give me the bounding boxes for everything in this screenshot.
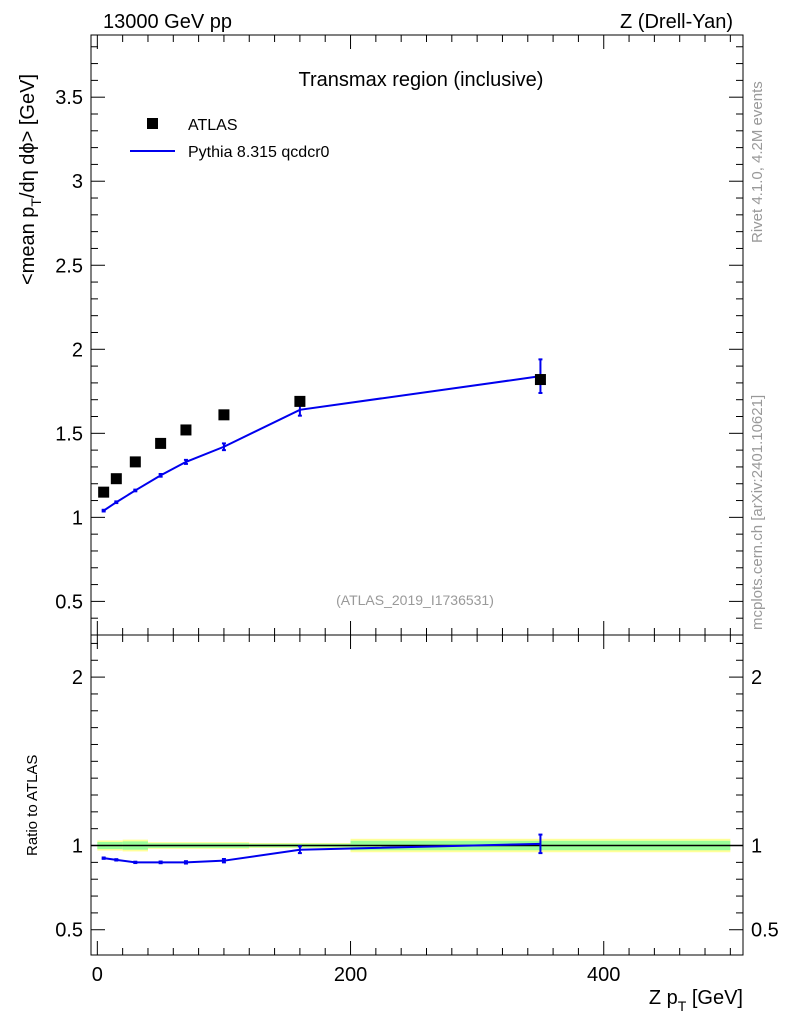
atlas-data-point [129, 456, 141, 468]
main-ytick-label: 0.5 [55, 591, 83, 613]
ratio-marks [91, 833, 743, 865]
legend-atlas-label: ATLAS [188, 117, 238, 134]
main-title: Transmax region (inclusive) [299, 69, 544, 91]
main-ytick-label: 2.5 [55, 255, 83, 277]
ratio-frame [90, 634, 744, 956]
mcplots-label: mcplots.cern.ch [arXiv:2401.10621] [749, 395, 766, 630]
ratio-xlabel: Z pT [GeV] [649, 987, 743, 1014]
ratio-ytick-label: 0.5 [55, 920, 83, 942]
atlas-data-point [180, 424, 192, 436]
legend: ATLAS Pythia 8.315 qcdcr0 [130, 117, 330, 161]
ratio-ytick-label: 1 [72, 836, 83, 858]
ratio-ylabel: Ratio to ATLAS [24, 755, 41, 856]
main-ytick-label: 3 [72, 171, 83, 193]
ratio-xtick-label: 200 [334, 964, 367, 986]
main-ytick-label: 2 [72, 339, 83, 361]
main-ytick-label: 1 [72, 507, 83, 529]
main-ticks: 0.5 1 1.5 2 2.5 3 3.5 [55, 35, 743, 635]
main-ytick-label: 3.5 [55, 87, 83, 109]
main-ylabel: <mean pT/dη dϕ> [GeV] [17, 74, 44, 285]
ratio-series-line [103, 842, 541, 864]
ratio-panel: 0.5 0.5 1 1 2 2 0 200 400 Ratio to ATLAS Z pT [G… [24, 634, 779, 1014]
atlas-data-point [98, 486, 110, 498]
atlas-data-point [155, 437, 167, 449]
ratio-ytick-label-right: 0.5 [751, 920, 779, 942]
main-marks [98, 358, 546, 513]
main-ytick-label: 1.5 [55, 423, 83, 445]
ratio-ticks: 0.5 0.5 1 1 2 2 0 200 400 [55, 635, 779, 986]
ratio-xtick-label: 0 [92, 964, 103, 986]
atlas-data-point [218, 409, 230, 421]
analysis-tag: (ATLAS_2019_I1736531) [336, 592, 494, 608]
atlas-data-point [294, 395, 306, 407]
header-left: 13000 GeV pp [103, 11, 232, 33]
atlas-data-point [534, 374, 546, 386]
atlas-data-point [110, 473, 122, 485]
legend-atlas-marker [147, 118, 158, 129]
mc-series-line [103, 375, 541, 512]
header-right: Z (Drell-Yan) [620, 11, 733, 33]
ratio-ytick-label-right: 1 [751, 836, 762, 858]
ratio-xtick-label: 400 [587, 964, 620, 986]
ratio-ytick-label: 2 [72, 667, 83, 689]
ratio-ytick-label-right: 2 [751, 667, 762, 689]
legend-mc-label: Pythia 8.315 qcdcr0 [188, 144, 330, 161]
rivet-label: Rivet 4.1.0, 4.2M events [749, 81, 766, 243]
main-panel: 0.5 1 1.5 2 2.5 3 3.5 Transmax region (inclusi… [17, 34, 744, 636]
